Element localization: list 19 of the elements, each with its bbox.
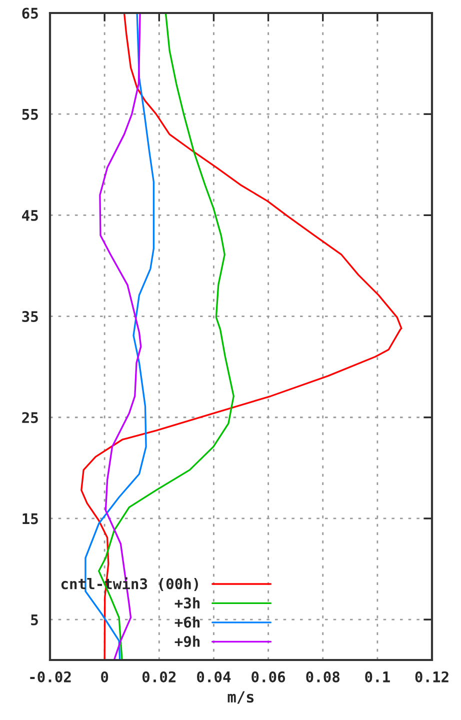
x-tick-label: 0.08 — [306, 671, 340, 682]
legend-label: +6h — [174, 616, 200, 628]
x-tick-label: -0.02 — [30, 671, 71, 682]
y-tick-label: 25 — [22, 412, 38, 424]
x-tick-label: 0.06 — [252, 671, 286, 682]
y-tick-label: 15 — [22, 513, 38, 524]
x-tick-label: 0.1 — [365, 671, 390, 682]
x-tick-label: 0.12 — [415, 671, 448, 682]
y-tick-label: 45 — [22, 210, 38, 221]
legend-label: +9h — [174, 636, 200, 648]
x-axis-title: m/s — [228, 691, 254, 704]
y-tick-label: 65 — [22, 8, 38, 19]
y-tick-label: 55 — [22, 109, 38, 120]
y-tick-label: 35 — [22, 311, 38, 322]
x-tick-label: 0.04 — [197, 671, 231, 682]
x-tick-label: 0.02 — [142, 671, 176, 682]
legend-label: +3h — [174, 597, 200, 609]
x-tick-label: 0 — [101, 671, 108, 682]
y-tick-label: 5 — [31, 614, 38, 626]
